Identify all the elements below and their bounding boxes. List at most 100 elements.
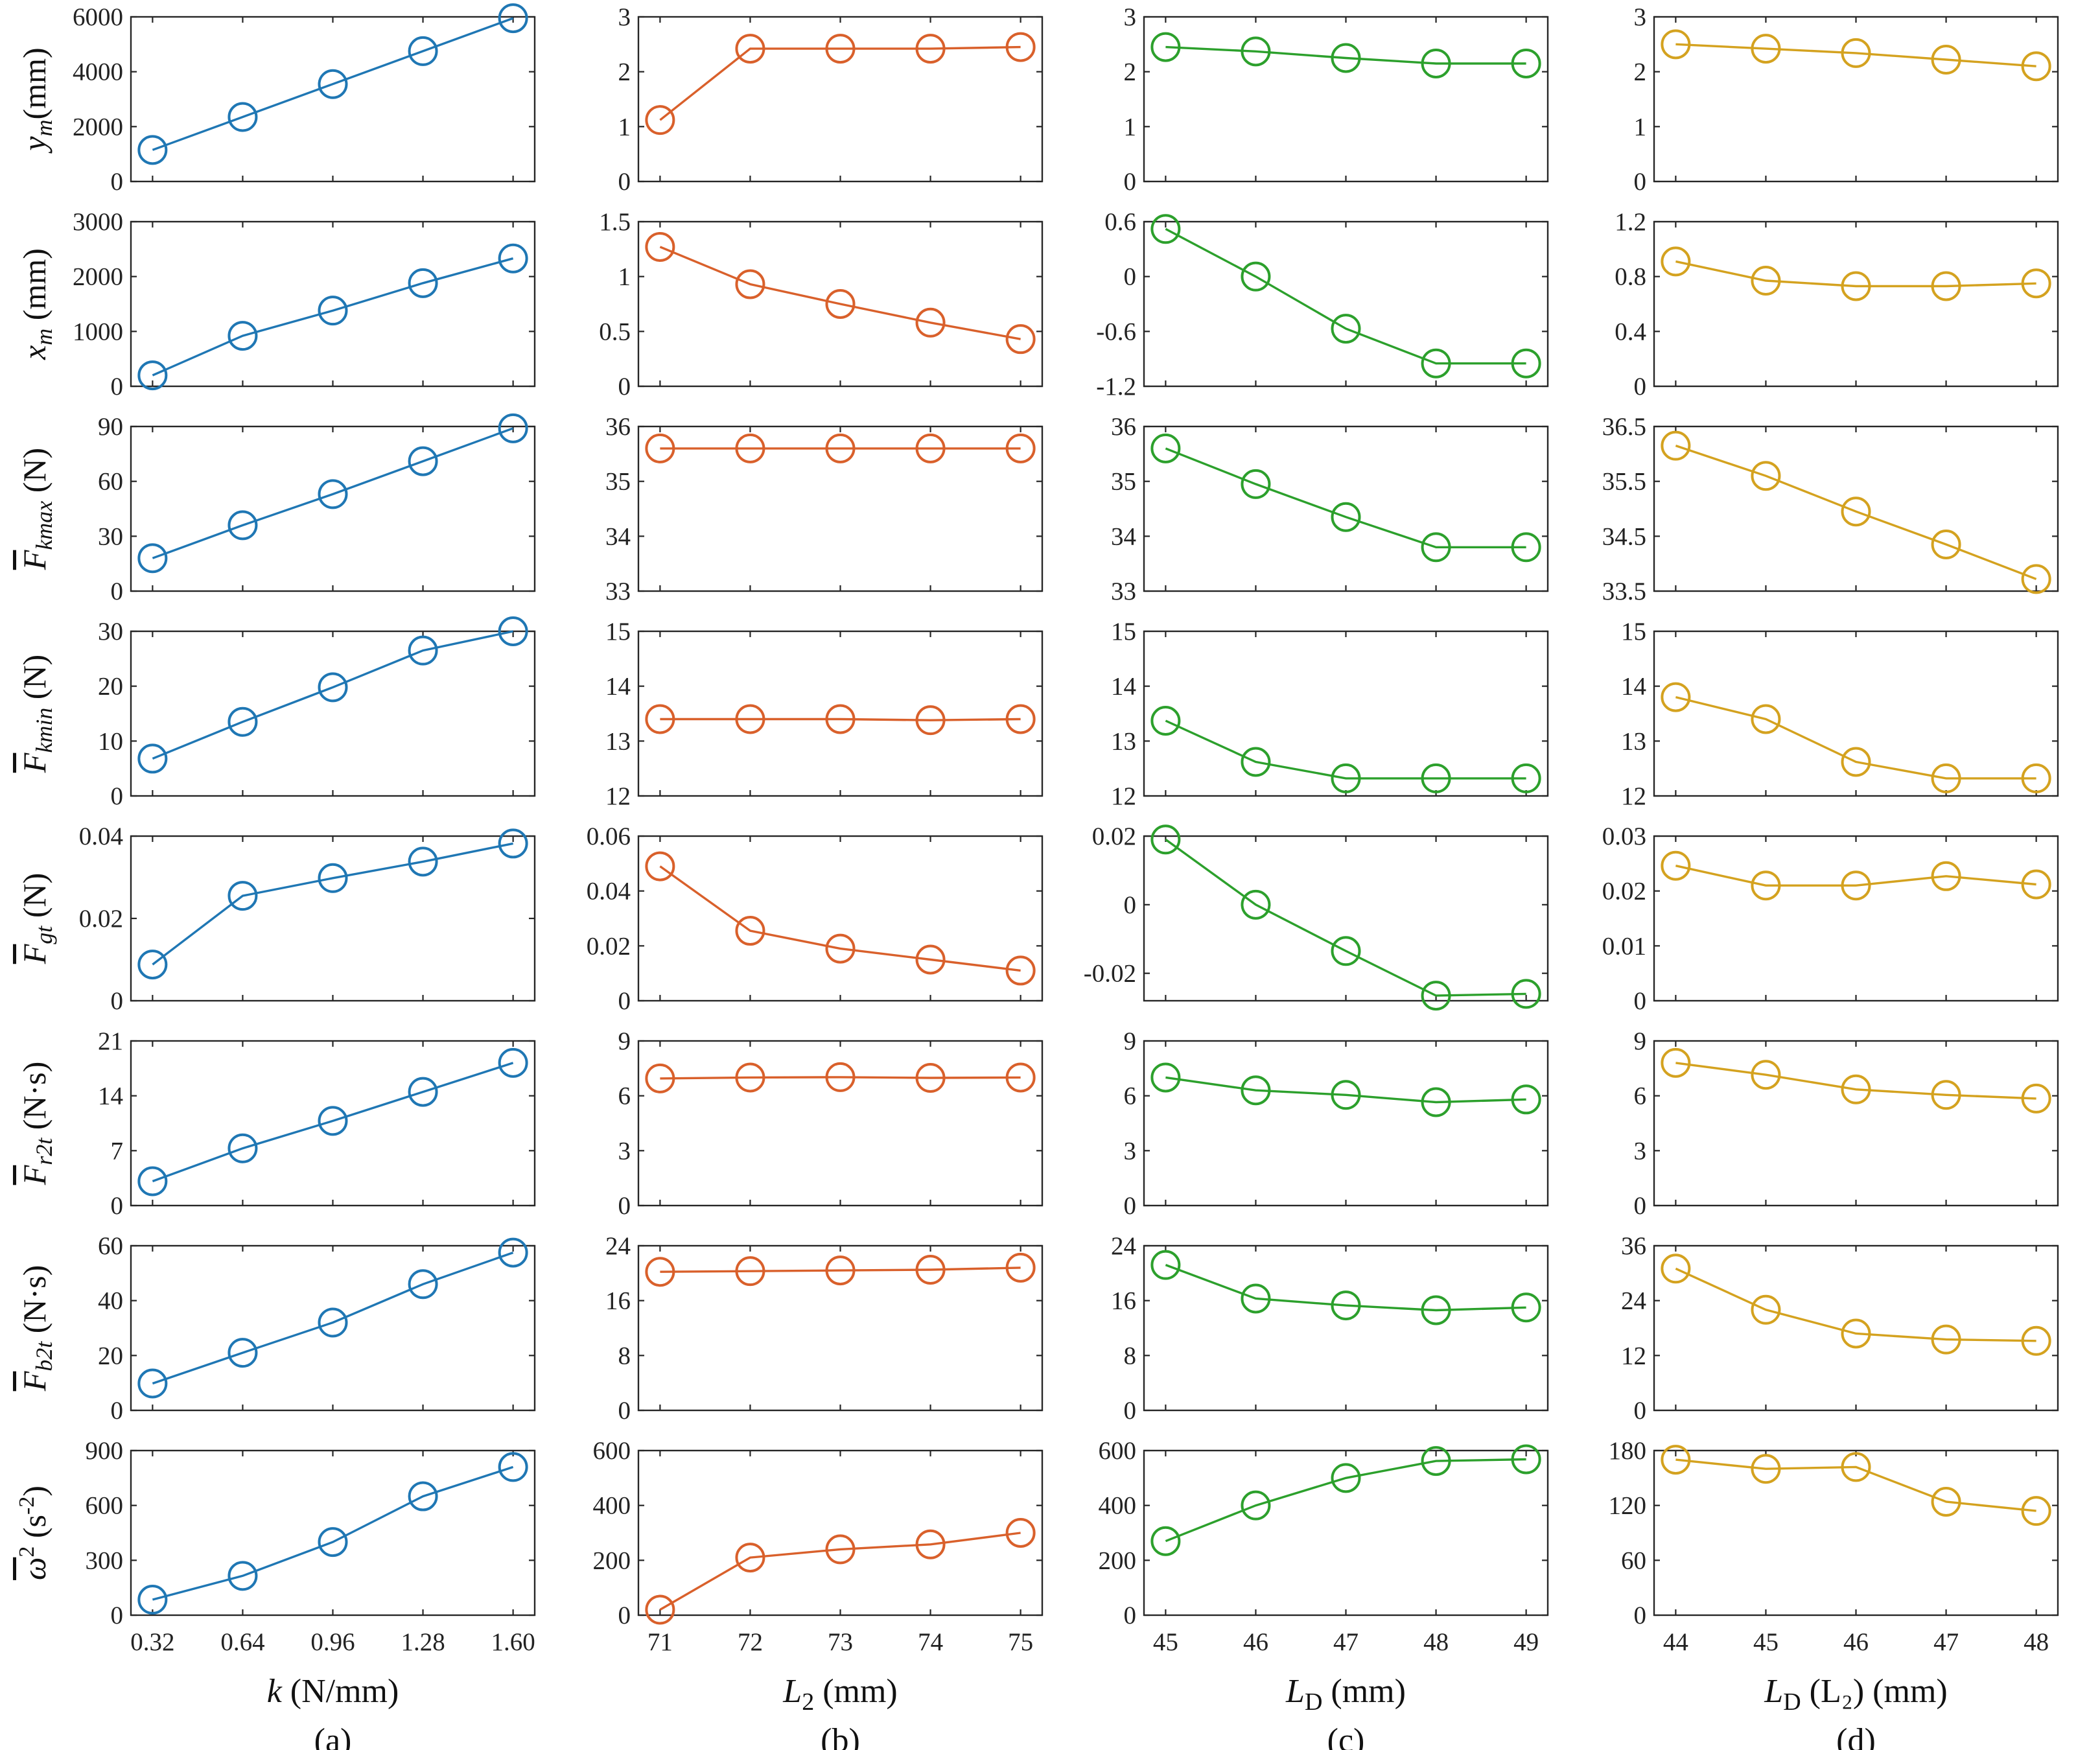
- panel-r0-c0: 0 2000 4000 6000: [73, 3, 536, 196]
- data-point: [915, 1063, 946, 1093]
- data-point: [1511, 48, 1541, 78]
- data-point: [645, 704, 675, 734]
- data-point: [1931, 763, 1961, 793]
- axes-frame: [130, 220, 536, 388]
- y-tick-label: 0: [1124, 263, 1137, 291]
- data-point: [228, 1561, 258, 1591]
- data-point: [1751, 461, 1781, 491]
- row-3-ylabel: Fkmin (N): [16, 655, 57, 773]
- data-point: [825, 433, 856, 463]
- xlabel-unit: (mm): [814, 1673, 898, 1710]
- data-point: [318, 1106, 348, 1136]
- ylabel-main: x: [16, 345, 52, 360]
- y-tick-label: 0: [618, 987, 631, 1015]
- ylabel-main: F: [16, 944, 52, 964]
- panel-tag-1: (b): [821, 1722, 860, 1750]
- series-line: [1165, 447, 1526, 548]
- data-point: [1511, 1084, 1541, 1115]
- data-point: [1241, 747, 1271, 777]
- data-point: [915, 307, 946, 338]
- ylabel-main: F: [16, 550, 52, 570]
- y-tick-label: 200: [1099, 1546, 1137, 1574]
- y-tick-label: 16: [605, 1287, 631, 1315]
- y-tick-label: 15: [1621, 618, 1646, 646]
- data-point: [408, 1077, 438, 1107]
- data-point: [645, 1257, 675, 1287]
- y-tick-label: 1: [1634, 113, 1647, 141]
- axes-frame: [130, 16, 536, 183]
- data-point: [1241, 261, 1271, 292]
- panel-r1-c1: 0 0.5 1 1.5: [599, 208, 1044, 401]
- y-tick-label: 35: [605, 468, 631, 496]
- series-line: [1675, 865, 2036, 887]
- data-point: [1005, 324, 1036, 355]
- y-tick-label: 0.5: [599, 318, 631, 345]
- data-point: [408, 36, 438, 66]
- y-tick-label: 60: [98, 1232, 123, 1260]
- y-tick-label: 90: [98, 413, 123, 441]
- series-line: [659, 246, 1021, 340]
- x-tick-label: 47: [1333, 1628, 1359, 1656]
- y-tick-label: 1: [618, 263, 631, 291]
- y-tick-label: 3: [618, 3, 631, 31]
- data-point: [735, 269, 765, 299]
- data-point: [1005, 1062, 1036, 1093]
- data-point: [228, 1133, 258, 1163]
- x-tick-label: 47: [1933, 1628, 1959, 1656]
- y-tick-label: 36: [1621, 1232, 1646, 1260]
- y-tick-label: 6: [1124, 1082, 1137, 1110]
- y-tick-label: 35.5: [1602, 468, 1646, 496]
- panel-r2-c0: 0 30 60 90: [98, 413, 536, 605]
- y-tick-label: 0: [1634, 987, 1647, 1015]
- data-point: [1150, 1526, 1181, 1556]
- y-tick-label: 0.8: [1615, 263, 1646, 291]
- y-tick-label: 0.02: [1602, 878, 1646, 905]
- data-point: [318, 863, 348, 893]
- data-point: [1241, 889, 1271, 920]
- data-point: [318, 296, 348, 326]
- y-tick-label: 36: [605, 413, 631, 441]
- data-point: [1751, 704, 1781, 734]
- ylabel-main: ω: [16, 1558, 52, 1580]
- x-tick-label: 48: [1423, 1628, 1449, 1656]
- y-tick-label: 20: [98, 1342, 123, 1370]
- ylabel-unit-exp: -2: [15, 1497, 39, 1515]
- y-tick-label: 34: [605, 522, 631, 550]
- data-point: [318, 1527, 348, 1558]
- data-point: [1331, 502, 1361, 532]
- data-point: [645, 231, 675, 262]
- data-point: [1150, 1250, 1181, 1280]
- panel-tag-2: (c): [1327, 1722, 1365, 1750]
- data-point: [498, 1047, 528, 1078]
- ylabel-unit: (s: [16, 1515, 52, 1546]
- y-tick-label: -1.2: [1096, 373, 1136, 401]
- y-tick-label: 0: [111, 168, 124, 196]
- data-point: [1841, 1452, 1871, 1482]
- y-tick-label: -0.02: [1084, 960, 1136, 988]
- y-tick-label: 2: [618, 58, 631, 86]
- data-point: [1931, 1487, 1961, 1517]
- data-point: [1511, 763, 1541, 793]
- xlabel-sub: 2: [802, 1688, 814, 1716]
- series-line: [1165, 45, 1526, 65]
- data-point: [498, 828, 528, 859]
- data-point: [1331, 1463, 1361, 1493]
- y-tick-label: 12: [1111, 782, 1136, 810]
- ylabel-unit: (mm): [16, 248, 52, 329]
- data-point: [1511, 532, 1541, 563]
- data-point: [498, 1452, 528, 1482]
- series-line: [660, 1266, 1021, 1273]
- panel-r1-c0: 0 1000 2000 3000: [73, 208, 536, 401]
- y-tick-label: 0: [111, 1192, 124, 1220]
- y-tick-label: 3: [1124, 3, 1137, 31]
- ylabel-sub: r2t: [31, 1138, 57, 1165]
- data-point: [1150, 214, 1181, 244]
- series-line: [660, 1076, 1021, 1080]
- x-tick-label: 46: [1243, 1628, 1268, 1656]
- y-tick-label: 14: [1111, 673, 1136, 701]
- data-point: [1005, 433, 1036, 463]
- data-point: [137, 1368, 168, 1399]
- panel-r6-c1: 0 8 16 24: [605, 1232, 1044, 1425]
- data-point: [1841, 38, 1871, 68]
- x-axis-label-0: k (N/mm): [267, 1673, 399, 1710]
